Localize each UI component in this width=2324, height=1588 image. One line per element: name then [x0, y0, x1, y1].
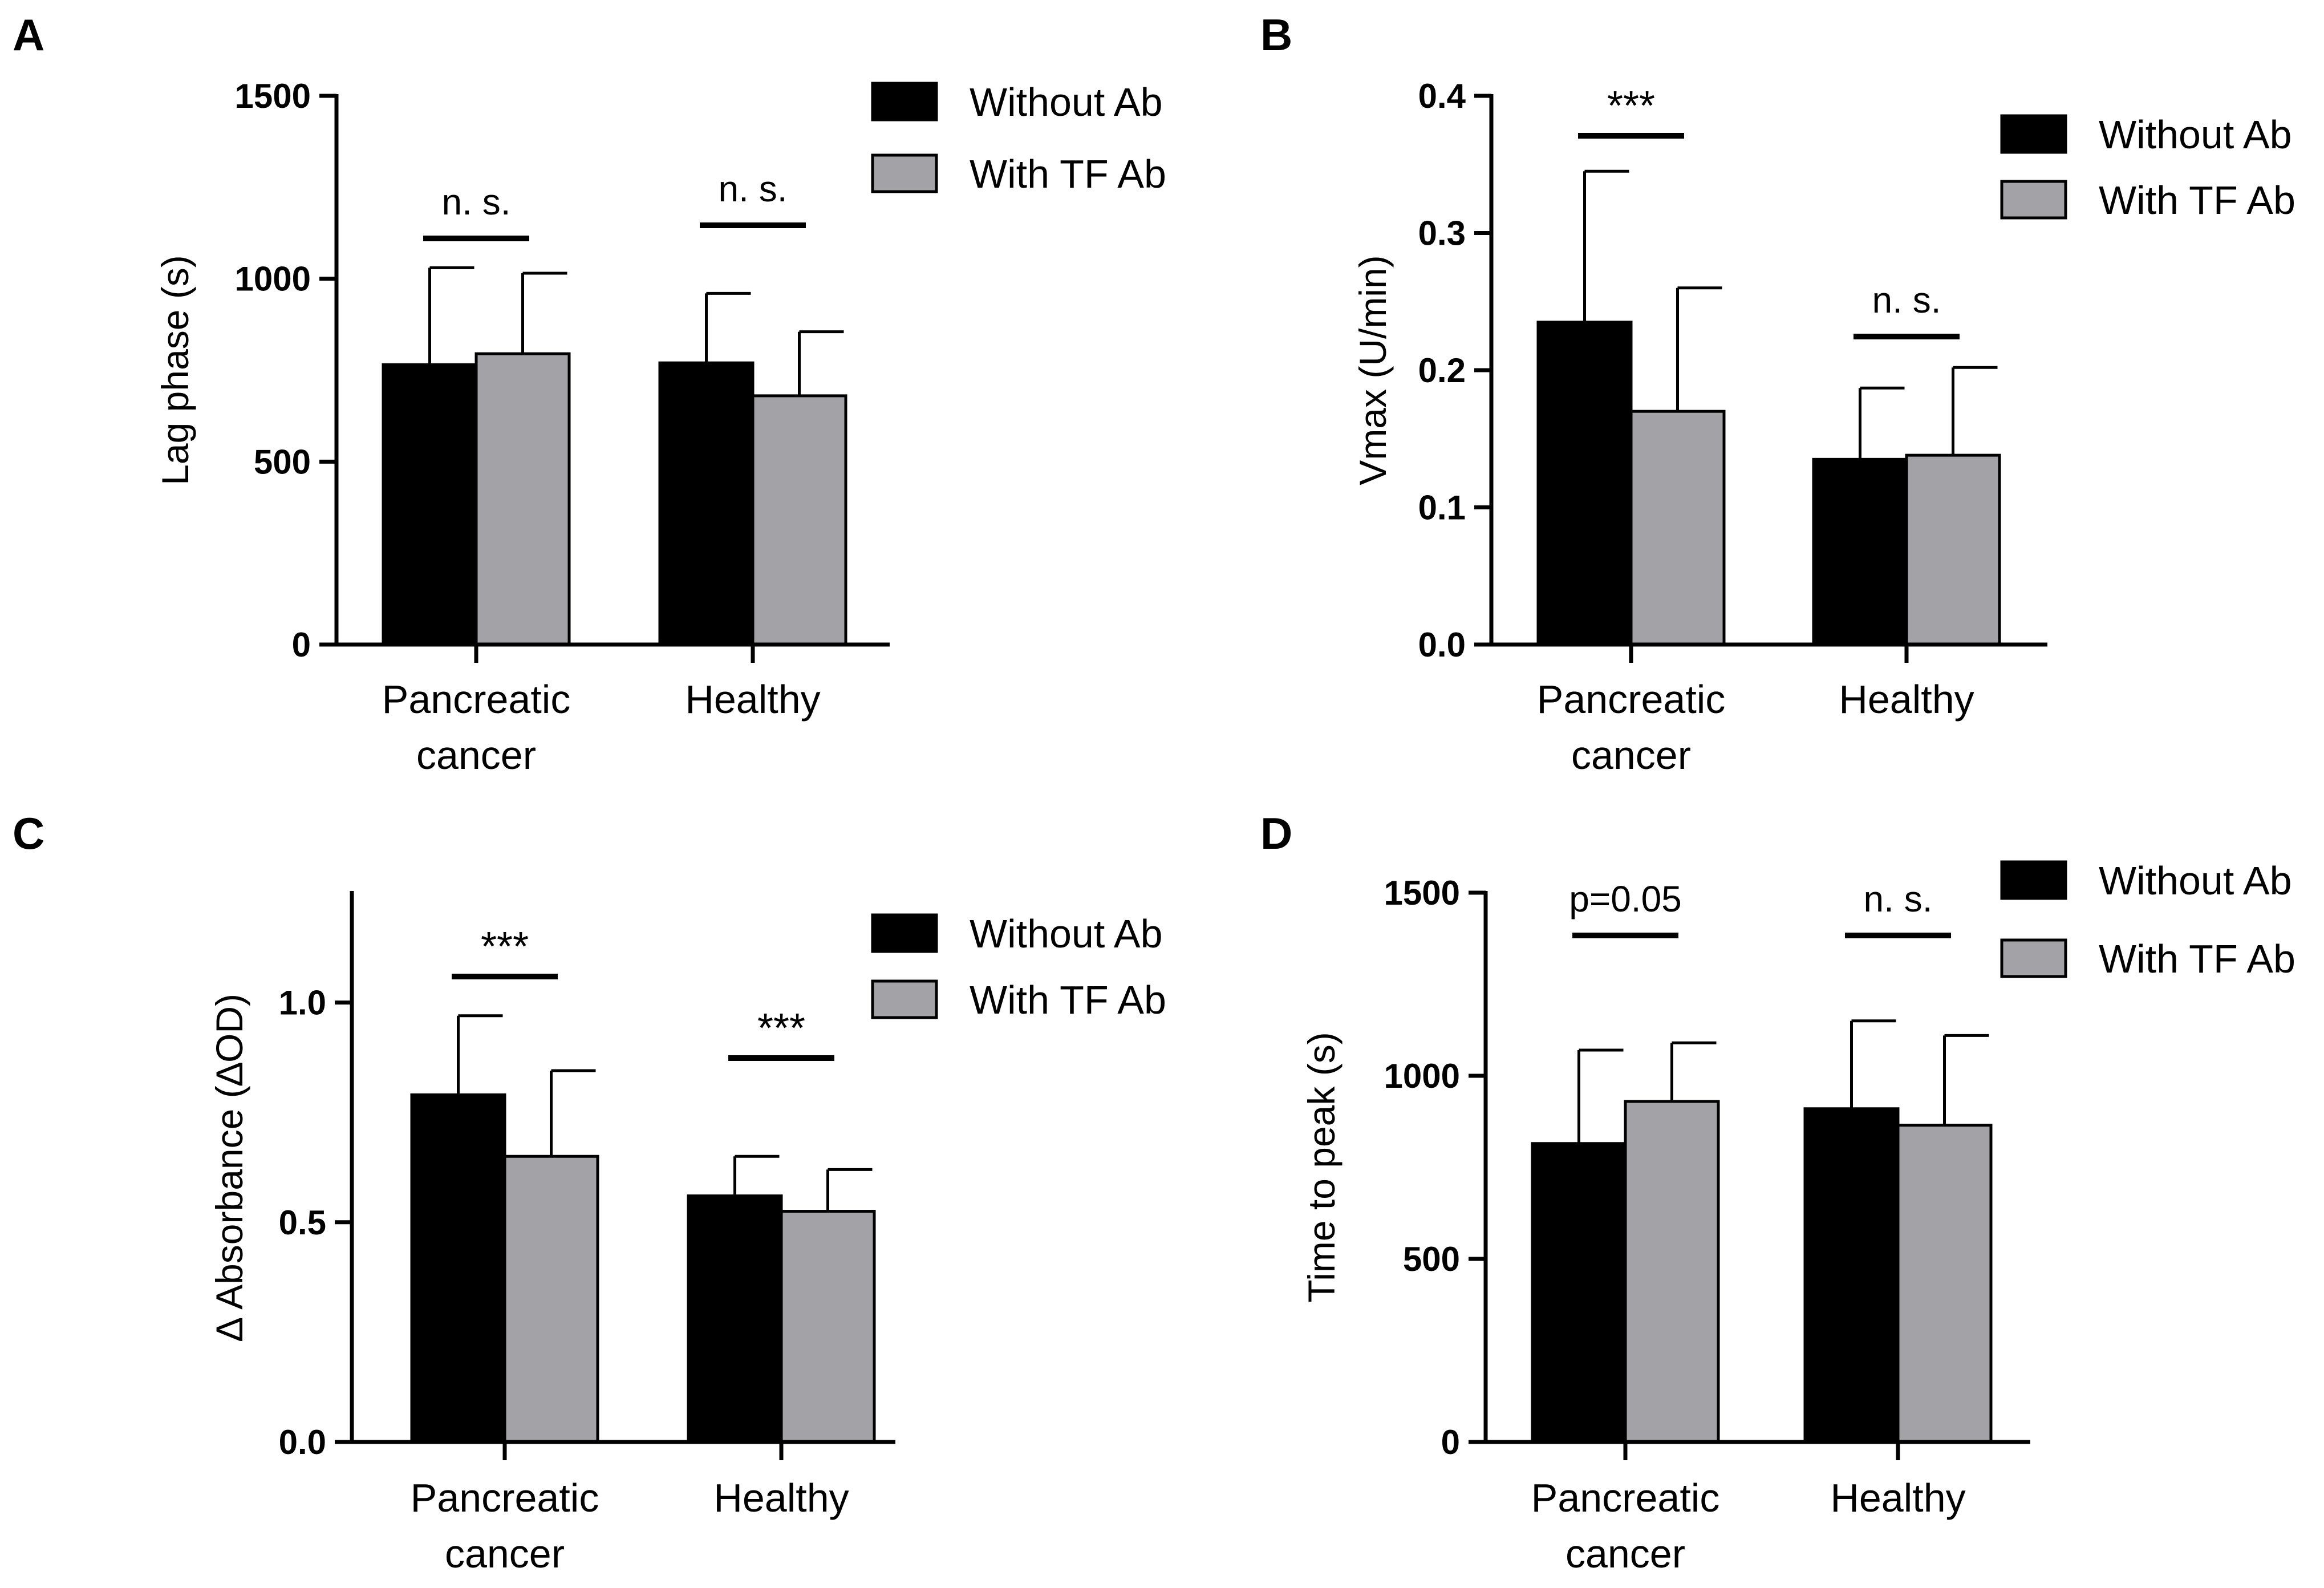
- legend-swatch: [871, 153, 938, 193]
- panel-letter: B: [1260, 10, 1292, 60]
- significance-label: n. s.: [1864, 878, 1933, 919]
- y-tick-label: 1000: [1384, 1057, 1460, 1095]
- y-tick-label: 0: [1441, 1423, 1460, 1461]
- category-label: Pancreatic cancer: [1531, 1476, 1720, 1576]
- category-label-line: Healthy: [1830, 1476, 1965, 1520]
- bar-with-1: [780, 1210, 876, 1444]
- legend: Without Ab With TF Ab: [2000, 112, 2295, 222]
- y-tick-label: 1500: [1384, 874, 1460, 912]
- legend: Without Ab With TF Ab: [871, 912, 1166, 1022]
- category-label-line: Healthy: [685, 677, 820, 722]
- chart-panel-c: C 0.0 0.5 1.0 ∆ Absorbance (∆OD) Pancreatic ca…: [13, 808, 1166, 1576]
- legend-swatch: [871, 82, 938, 121]
- legend-label: Without Ab: [2099, 112, 2292, 157]
- category-label-line: cancer: [1565, 1532, 1685, 1576]
- legend-label: With TF Ab: [2099, 937, 2295, 981]
- y-axis-label: Time to peak (s): [1300, 1032, 1343, 1302]
- bar-with-0: [474, 352, 571, 646]
- y-axis-label: ∆ Absorbance (∆OD): [208, 994, 250, 1341]
- y-tick-label: 0.0: [279, 1423, 326, 1461]
- panel-letter: D: [1260, 808, 1292, 858]
- bar-with-0: [503, 1154, 599, 1444]
- category-label-line: Pancreatic: [382, 677, 571, 722]
- panel-letter: C: [13, 808, 44, 858]
- legend-swatch: [2000, 860, 2067, 900]
- chart-panel-b: B 0.0 0.1 0.2 0.3 0.4 Vmax (U/min) Pancreatic ca…: [1260, 10, 2295, 777]
- category-label-line: Pancreatic: [1537, 677, 1726, 722]
- category-label: Healthy: [1830, 1476, 1965, 1520]
- category-label-line: cancer: [416, 733, 536, 777]
- legend-swatch: [2000, 180, 2067, 220]
- bar-without-0: [1536, 321, 1633, 646]
- y-axis-label: Vmax (U/min): [1352, 255, 1394, 485]
- legend-label: With TF Ab: [970, 152, 1166, 196]
- bar-without-1: [687, 1194, 783, 1444]
- category-label: Healthy: [1839, 677, 1974, 722]
- legend-swatch: [2000, 938, 2067, 978]
- y-tick-label: 0.2: [1418, 351, 1466, 390]
- significance-label: n. s.: [1872, 279, 1941, 321]
- chart-panel-d: D 0 500 1000 1500 Time to peak (s) Pancreatic c…: [1260, 808, 2295, 1576]
- legend-label: With TF Ab: [2099, 178, 2295, 222]
- y-tick-label: 1500: [235, 77, 311, 115]
- panel-letter: A: [13, 10, 44, 60]
- chart-panel-a: A 0 500 1000 1500 Lag phase (s) Pancreatic canc…: [13, 10, 1166, 777]
- bar-without-0: [1531, 1142, 1627, 1444]
- y-tick-label: 0.3: [1418, 214, 1466, 253]
- y-tick-label: 1000: [235, 260, 311, 298]
- bar-with-1: [1896, 1124, 1993, 1444]
- legend-swatch: [2000, 114, 2067, 154]
- bar-without-0: [410, 1093, 506, 1444]
- category-label-line: Pancreatic: [411, 1476, 599, 1520]
- category-label-line: Healthy: [713, 1476, 849, 1520]
- legend-label: Without Ab: [970, 912, 1163, 956]
- category-label: Pancreatic cancer: [1537, 677, 1726, 777]
- bar-with-0: [1624, 1100, 1720, 1444]
- category-label: Healthy: [685, 677, 820, 722]
- bar-without-1: [1803, 1107, 1900, 1444]
- significance-label: ***: [757, 1006, 805, 1051]
- bar-with-1: [751, 394, 847, 646]
- legend-label: With TF Ab: [970, 978, 1166, 1022]
- y-tick-label: 0: [292, 626, 311, 664]
- legend: Without Ab With TF Ab: [871, 80, 1166, 196]
- y-tick-label: 1.0: [279, 984, 326, 1022]
- legend-swatch: [871, 979, 938, 1019]
- significance-label: n. s.: [442, 181, 511, 222]
- bar-with-0: [1629, 410, 1726, 646]
- category-label: Pancreatic cancer: [411, 1476, 599, 1576]
- y-axis-label: Lag phase (s): [154, 255, 196, 485]
- legend-label: Without Ab: [970, 80, 1163, 124]
- category-label-line: cancer: [445, 1532, 565, 1576]
- y-tick-label: 0.4: [1418, 77, 1466, 115]
- category-label: Pancreatic cancer: [382, 677, 571, 777]
- significance-label: ***: [481, 924, 529, 970]
- y-tick-label: 500: [1403, 1240, 1460, 1278]
- significance-label: n. s.: [719, 168, 788, 209]
- legend-label: Without Ab: [2099, 858, 2292, 903]
- category-label-line: cancer: [1571, 733, 1691, 777]
- bar-without-0: [382, 363, 478, 646]
- bar-without-1: [658, 361, 755, 646]
- category-label-line: Pancreatic: [1531, 1476, 1720, 1520]
- bar-with-1: [1905, 453, 2001, 646]
- y-tick-label: 0.5: [279, 1204, 326, 1242]
- category-label: Healthy: [713, 1476, 849, 1520]
- y-tick-label: 0.1: [1418, 489, 1466, 527]
- legend-swatch: [871, 913, 938, 953]
- bar-without-1: [1812, 457, 1908, 646]
- y-tick-label: 500: [254, 443, 311, 481]
- significance-label: p=0.05: [1569, 878, 1682, 919]
- significance-label: ***: [1607, 83, 1655, 129]
- y-tick-label: 0.0: [1418, 626, 1466, 664]
- category-label-line: Healthy: [1839, 677, 1974, 722]
- legend: Without Ab With TF Ab: [2000, 858, 2295, 981]
